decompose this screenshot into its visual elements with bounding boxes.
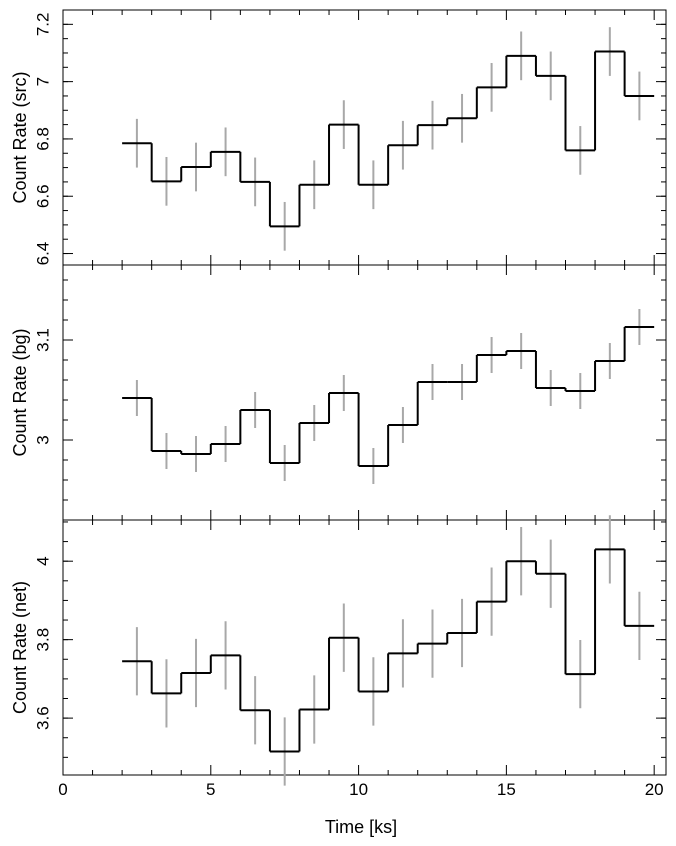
x-tick-label: 20 — [645, 780, 664, 799]
y-tick-label: 3.8 — [34, 628, 53, 652]
panel-net: 3.6 3.8 4 Count Rate (net) 0 5 10 15 20 — [10, 515, 667, 799]
y-axis-label-src: Count Rate (src) — [10, 71, 30, 203]
y-tick-label: 6.6 — [34, 184, 53, 208]
x-tick-label: 5 — [206, 780, 215, 799]
x-tick-label: 15 — [497, 780, 516, 799]
x-axis-label: Time [ks] — [325, 817, 397, 837]
plot-frame-src — [62, 9, 667, 266]
y-tick-label: 7.2 — [34, 13, 53, 37]
x-tick-label: 10 — [349, 780, 368, 799]
y-tick-label: 6.4 — [34, 242, 53, 266]
y-tick-label: 6.8 — [34, 127, 53, 151]
plot-frame-bg — [62, 264, 667, 521]
plot-frame-net — [62, 519, 667, 776]
y-tick-label: 7 — [34, 77, 53, 86]
y-tick-label: 4 — [34, 556, 53, 565]
y-axis-label-bg: Count Rate (bg) — [10, 328, 30, 456]
y-tick-label: 3 — [34, 435, 53, 444]
y-tick-label: 3.6 — [34, 706, 53, 730]
panel-src: 6.4 6.6 6.8 7 7.2 Count Rate (src) — [10, 9, 667, 266]
y-axis-label-net: Count Rate (net) — [10, 581, 30, 714]
x-tick-label: 0 — [58, 780, 67, 799]
y-tick-label: 3.1 — [34, 328, 53, 352]
